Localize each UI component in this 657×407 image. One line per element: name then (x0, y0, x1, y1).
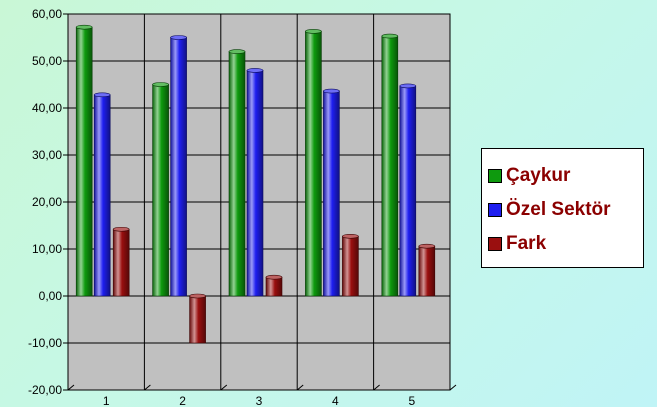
bar-cap (323, 88, 340, 94)
bar--aykur-4 (305, 31, 322, 297)
bar-cap (112, 226, 130, 232)
x-tick (67, 384, 75, 391)
bar-cap (305, 29, 322, 34)
y-tick-label: -20,00 (28, 383, 62, 397)
bar-cap (93, 92, 111, 98)
bar--aykur-1 (75, 26, 93, 297)
bar-cap (399, 83, 417, 89)
bar--zel-sekt-r-1 (93, 94, 111, 297)
legend-item-fark: Fark (488, 227, 643, 261)
bar-fark-1 (112, 228, 130, 297)
bar-cap (170, 35, 187, 40)
legend-swatch-fark (488, 237, 502, 251)
y-tick-label: 50,00 (32, 54, 62, 68)
bar--zel-sekt-r-5 (399, 85, 417, 297)
bar--aykur-5 (381, 35, 399, 297)
bar-cap (246, 68, 264, 73)
bar-cap (152, 82, 169, 87)
bar-cap (75, 24, 93, 30)
bar--aykur-2 (152, 84, 169, 297)
x-tick (220, 384, 228, 391)
x-tick-label: 3 (256, 394, 263, 407)
bar-cap (228, 49, 246, 54)
bar-cap (418, 243, 436, 249)
legend-item-ozel-sektor: Özel Sektör (488, 193, 643, 227)
bar-fark-4 (342, 236, 359, 297)
y-tick-label: 0,00 (39, 289, 63, 303)
x-tick (449, 384, 457, 391)
bar-cap (342, 234, 359, 239)
y-tick-label: 10,00 (32, 242, 62, 256)
y-tick-label: 40,00 (32, 101, 62, 115)
bar-fark-3 (265, 276, 283, 297)
x-tick (296, 384, 304, 391)
legend: Çaykur Özel Sektör Fark (481, 148, 644, 268)
y-tick-label: 20,00 (32, 195, 62, 209)
bar-cap (381, 33, 399, 39)
legend-label-caykur: Çaykur (506, 165, 571, 186)
y-tick-label: 60,00 (32, 7, 62, 21)
y-tick-label: -10,00 (28, 336, 62, 350)
legend-swatch-caykur (488, 169, 502, 183)
legend-label-ozel-sektor: Özel Sektör (506, 199, 611, 220)
x-tick-label: 4 (332, 394, 339, 407)
bar--aykur-3 (228, 51, 246, 297)
legend-item-caykur: Çaykur (488, 159, 643, 193)
bar-cap (265, 274, 283, 280)
bar-cap (189, 293, 206, 299)
bar-fark-2 (189, 295, 206, 344)
legend-swatch-ozel-sektor (488, 203, 502, 217)
bar--zel-sekt-r-3 (246, 70, 264, 297)
x-tick (144, 384, 151, 391)
x-tick-label: 1 (103, 394, 110, 407)
y-tick-label: 30,00 (32, 148, 62, 162)
legend-label-fark: Fark (506, 233, 547, 254)
x-tick-label: 2 (179, 394, 186, 407)
x-tick-label: 5 (408, 394, 415, 407)
bar--zel-sekt-r-4 (323, 90, 340, 297)
bar-fark-5 (418, 245, 436, 297)
bar--zel-sekt-r-2 (170, 37, 187, 297)
x-tick (373, 384, 380, 391)
